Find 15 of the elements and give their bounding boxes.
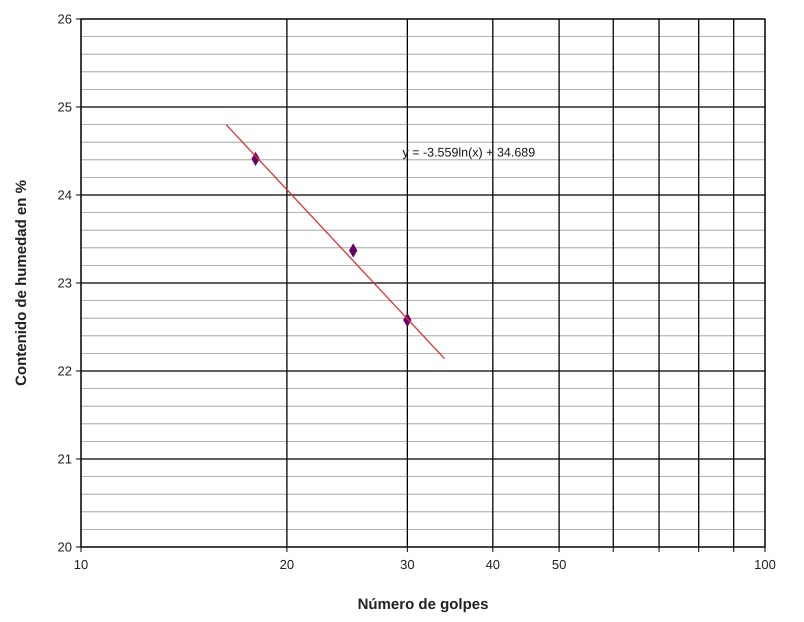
y-tick-label: 24 bbox=[58, 188, 72, 203]
x-tick-label: 30 bbox=[400, 557, 415, 572]
y-tick-label: 23 bbox=[58, 276, 72, 291]
y-tick-label: 21 bbox=[58, 452, 72, 467]
x-tick-label: 100 bbox=[754, 557, 776, 572]
y-tick-label: 25 bbox=[58, 100, 72, 115]
x-tick-label: 50 bbox=[552, 557, 566, 572]
y-tick-label: 26 bbox=[58, 12, 72, 27]
x-tick-label: 40 bbox=[486, 557, 500, 572]
x-axis-title: Número de golpes bbox=[358, 596, 488, 613]
y-tick-label: 20 bbox=[58, 540, 72, 555]
x-tick-label: 10 bbox=[74, 557, 88, 572]
y-tick-label: 22 bbox=[58, 364, 72, 379]
y-axis-title: Contenido de humedad en % bbox=[13, 180, 30, 386]
x-tick-label: 20 bbox=[280, 557, 294, 572]
